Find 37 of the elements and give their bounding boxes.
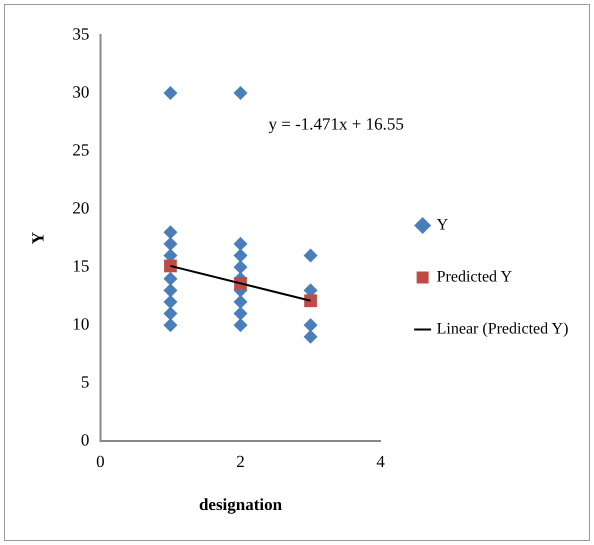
point: [163, 86, 178, 100]
point: [234, 294, 248, 309]
y-tick-label: 35: [72, 24, 90, 44]
point: [234, 318, 248, 332]
point: [304, 248, 318, 263]
point: [304, 330, 318, 344]
y-tick-label: 30: [72, 82, 90, 102]
legend-label: Y: [436, 216, 449, 234]
point: [234, 236, 248, 251]
point: [304, 294, 317, 308]
legend-label: Linear (Predicted Y): [436, 320, 568, 338]
point: [163, 306, 178, 321]
point: [234, 306, 248, 321]
point: [234, 86, 248, 100]
point: [163, 225, 178, 240]
x-tick-label: 0: [96, 452, 105, 471]
x-tick-label: 2: [236, 452, 245, 471]
x-axis-title: designation: [198, 495, 283, 514]
point: [163, 318, 178, 332]
point: [163, 294, 178, 309]
x-tick-label: 4: [376, 452, 386, 471]
point: [234, 260, 248, 274]
annotation: y = -1.471x + 16.55: [268, 114, 404, 134]
y-tick-label: 20: [72, 198, 90, 218]
point: [164, 260, 177, 272]
y-tick-label: 15: [72, 256, 90, 276]
y-tick-label: 25: [72, 140, 90, 160]
point: [304, 318, 318, 332]
y-tick-label: 5: [80, 372, 90, 392]
y-tick-label: 10: [72, 314, 90, 334]
point: [163, 272, 178, 286]
point: [163, 283, 178, 298]
y-axis-title: Y: [28, 232, 48, 244]
point: [234, 248, 248, 263]
legend-label: Predicted Y: [436, 268, 512, 286]
point: [163, 236, 178, 251]
y-tick-label: 0: [80, 430, 90, 450]
